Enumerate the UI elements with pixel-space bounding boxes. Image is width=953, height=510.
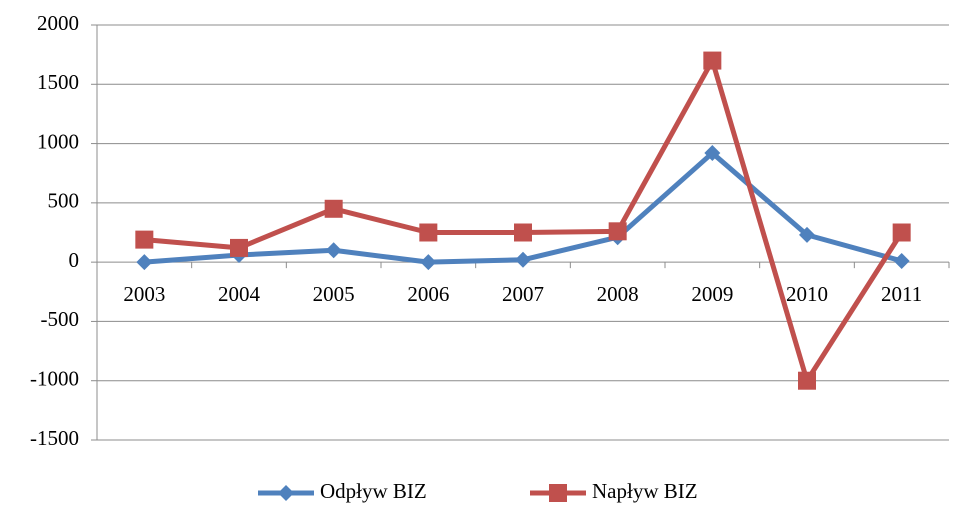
- point: [136, 254, 153, 271]
- legend-marker: [278, 485, 294, 501]
- point: [608, 222, 627, 241]
- legend-marker: [549, 484, 567, 502]
- point: [799, 226, 815, 243]
- x-tick-label: 2003: [123, 282, 165, 306]
- y-tick-label: 0: [69, 248, 80, 272]
- x-tick-label: 2006: [407, 282, 449, 306]
- x-tick-label: 2004: [218, 282, 261, 306]
- x-tick-label: 2010: [786, 282, 828, 306]
- point: [798, 371, 816, 390]
- legend-label: Odpływ BIZ: [320, 479, 427, 503]
- y-tick-label: -1500: [30, 426, 79, 450]
- point: [514, 223, 532, 242]
- y-tick-label: 2000: [37, 11, 79, 35]
- legend-label: Napływ BIZ: [592, 479, 698, 503]
- point: [324, 199, 343, 218]
- y-tick-label: 1000: [37, 129, 79, 153]
- point: [419, 223, 438, 242]
- point: [515, 251, 531, 268]
- x-tick-label: 2011: [881, 282, 922, 306]
- point: [230, 238, 248, 257]
- y-tick-label: -500: [41, 307, 80, 331]
- point: [704, 145, 721, 162]
- point: [703, 51, 722, 70]
- point: [135, 230, 154, 249]
- y-tick-label: -1000: [30, 367, 79, 391]
- y-tick-label: 1500: [37, 70, 79, 94]
- y-tick-label: 500: [48, 189, 80, 213]
- x-tick-label: 2009: [691, 282, 733, 306]
- x-tick-label: 2007: [502, 282, 544, 306]
- series-line: [144, 150, 903, 265]
- point: [325, 242, 342, 259]
- x-tick-label: 2008: [597, 282, 639, 306]
- x-tick-label: 2005: [313, 282, 355, 306]
- point: [893, 252, 910, 269]
- point: [892, 223, 911, 242]
- point: [420, 254, 437, 271]
